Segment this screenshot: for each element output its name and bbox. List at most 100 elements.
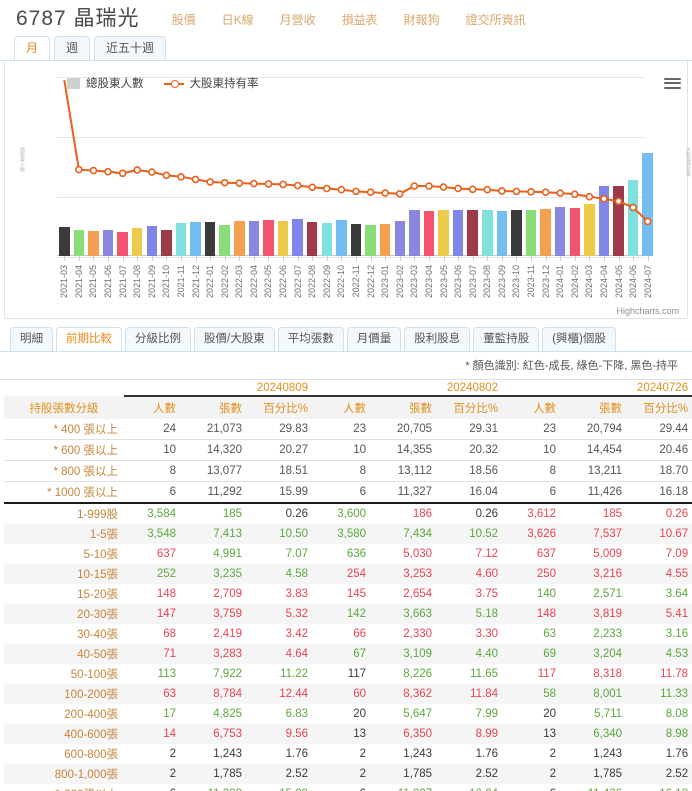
chart-bar[interactable] (584, 204, 595, 256)
x-axis-label: 2023-05 (438, 265, 449, 299)
nav-link-4[interactable]: 損益表 (341, 13, 378, 27)
detail-tab-2[interactable]: 前期比較 (56, 327, 122, 351)
chart-bar[interactable] (102, 230, 114, 256)
table-cell: 17 (163, 708, 176, 720)
chart-bar[interactable] (88, 231, 99, 256)
chart-bar[interactable] (117, 232, 128, 256)
legend-item-1[interactable]: 總股東人數 (67, 75, 144, 91)
chart-bar[interactable] (613, 185, 624, 256)
detail-tab-9[interactable]: (興櫃)個股 (542, 327, 616, 351)
chart-bar[interactable] (365, 224, 376, 256)
chart-bar[interactable] (263, 220, 274, 256)
chart-bar[interactable] (540, 209, 551, 256)
table-cell: 145 (346, 588, 367, 600)
chart-bar[interactable] (336, 220, 347, 256)
table-cell: 20,705 (372, 419, 439, 440)
chart-bar[interactable] (482, 210, 493, 256)
chart-bar[interactable] (248, 220, 260, 256)
chart-bar[interactable] (554, 207, 566, 256)
x-axis-label: 2022-09 (321, 265, 332, 299)
chart-bar[interactable] (321, 223, 333, 256)
legend-item-2[interactable]: 大股東持有率 (163, 75, 259, 91)
chart-bar[interactable] (59, 226, 70, 256)
legend-line-swatch-icon (163, 78, 184, 89)
table-cell: 11,292 (182, 784, 248, 791)
x-axis-tick (618, 256, 620, 261)
chart-bar[interactable] (379, 223, 391, 256)
table-cell: 16.18 (628, 784, 692, 791)
chart-bar[interactable] (496, 211, 508, 256)
chart-bar[interactable] (175, 223, 187, 256)
nav-link-3[interactable]: 月營收 (279, 13, 316, 27)
chart-bar[interactable] (146, 226, 158, 256)
chart-bar[interactable] (452, 210, 464, 256)
x-axis-label: 2022-05 (263, 265, 274, 299)
table-cell: 142 (346, 608, 367, 620)
chart-bar[interactable] (394, 221, 405, 256)
detail-tab-1[interactable]: 明細 (10, 327, 53, 351)
period-tab-3[interactable]: 近五十週 (94, 36, 167, 60)
page-title: 6787 晶瑞光 (16, 7, 140, 30)
table-cell: 148 (536, 608, 557, 620)
x-axis-label: 2024-06 (628, 265, 639, 299)
chart-menu-icon[interactable] (664, 75, 681, 91)
chart-bar[interactable] (131, 227, 143, 256)
chart-bar[interactable] (511, 210, 522, 256)
chart-bar[interactable] (423, 211, 435, 256)
nav-link-2[interactable]: 日K線 (221, 13, 254, 27)
chart-bar[interactable] (627, 180, 639, 256)
chart-bar[interactable] (190, 222, 201, 256)
chart-bar[interactable] (525, 209, 537, 256)
table-cell: 186 (372, 502, 439, 524)
detail-tab-6[interactable]: 月價量 (346, 327, 402, 351)
row-label: 100-200張 (64, 689, 118, 701)
x-axis-tick (458, 256, 460, 261)
chart-bar[interactable] (467, 210, 478, 256)
x-axis-label: 2021-10 (161, 265, 172, 299)
table-cell: 6 (504, 784, 562, 791)
chart-bar[interactable] (409, 210, 420, 256)
table-cell: 13 (543, 728, 557, 740)
nav-link-1[interactable]: 股價 (171, 13, 196, 27)
row-label: 1-5張 (89, 529, 118, 541)
table-cell: 8,362 (403, 688, 433, 700)
table-cell: 2 (169, 748, 176, 760)
table-cell: 0.26 (438, 502, 505, 524)
chart-bar[interactable] (277, 220, 289, 256)
chart-bar[interactable] (306, 222, 318, 256)
table-cell: 15.99 (248, 784, 314, 791)
chart-bar[interactable] (438, 210, 449, 256)
detail-tab-3[interactable]: 分級比例 (125, 327, 191, 351)
chart-bar[interactable] (292, 218, 303, 256)
chart-bar[interactable] (234, 221, 245, 256)
chart-bar[interactable] (161, 230, 172, 256)
table-cell: 3,204 (593, 648, 623, 660)
label-column-header: 持股張數分級 (4, 396, 124, 419)
table-cell: 637 (156, 548, 176, 560)
nav-link-6[interactable]: 證交所資訊 (465, 13, 526, 27)
table-cell: 140 (536, 588, 557, 600)
chart-bar[interactable] (219, 224, 230, 256)
table-cell: 117 (347, 668, 367, 680)
table-cell: 20 (353, 708, 367, 720)
table-cell: 6 (314, 784, 372, 791)
detail-tab-5[interactable]: 平均張數 (277, 327, 344, 351)
chart-bar[interactable] (642, 153, 653, 256)
table-cell: 8 (314, 460, 373, 482)
period-tab-1[interactable]: 月 (14, 36, 51, 60)
chart-bar[interactable] (598, 186, 610, 256)
detail-tab-7[interactable]: 股利股息 (404, 327, 471, 351)
sub-column-header: 人數 (504, 396, 563, 419)
chart-bar[interactable] (569, 208, 581, 256)
chart-bar[interactable] (73, 229, 85, 256)
x-axis-tick (64, 256, 66, 261)
table-cell: 3,283 (213, 648, 242, 660)
period-tab-2[interactable]: 週 (54, 36, 91, 60)
detail-tab-4[interactable]: 股價/大股東 (194, 327, 275, 351)
chart-gridline (57, 137, 645, 138)
chart-bar[interactable] (350, 223, 362, 256)
detail-tab-8[interactable]: 董監持股 (473, 327, 540, 351)
nav-link-5[interactable]: 財報狗 (403, 13, 440, 27)
chart-bar[interactable] (204, 222, 216, 256)
table-cell: 6,753 (213, 728, 242, 740)
